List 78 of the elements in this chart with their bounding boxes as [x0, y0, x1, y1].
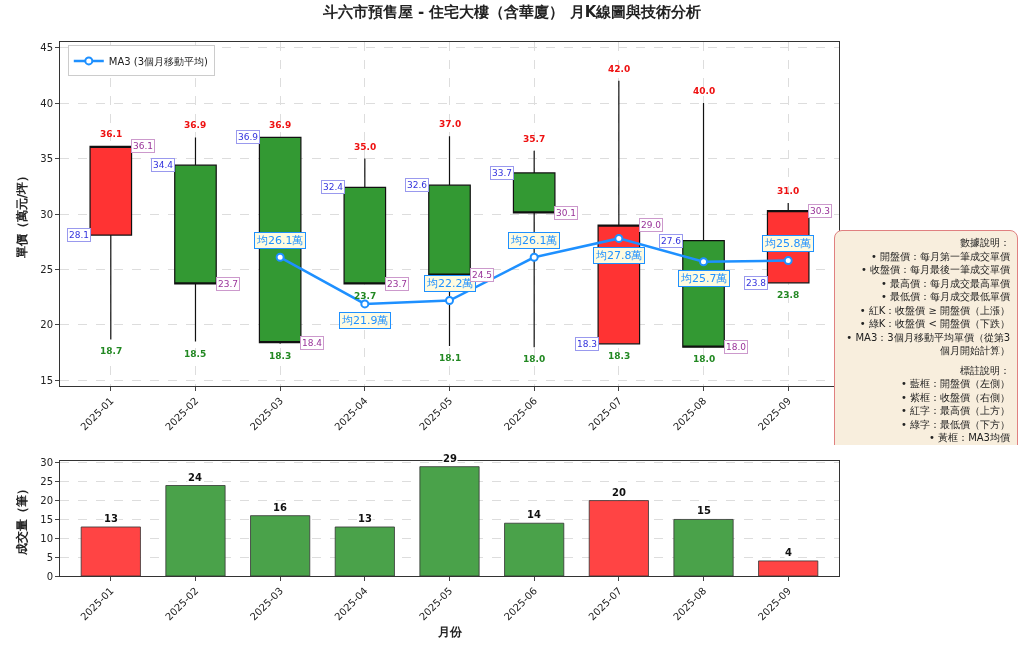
- annotation: 36.1: [133, 141, 154, 151]
- annotation: 18.0: [523, 354, 546, 364]
- point: [360, 299, 370, 309]
- annotation: 35.7: [523, 134, 546, 144]
- y-tick-label: 30: [40, 457, 53, 469]
- data-label: 均21.9萬: [341, 314, 389, 327]
- annotation: 37.0: [439, 119, 462, 129]
- data-label: 16: [273, 502, 287, 513]
- y-tick-label: 30: [40, 208, 53, 220]
- annotation: 36.9: [238, 132, 259, 142]
- annotation: 28.1: [69, 230, 90, 240]
- point: [699, 257, 709, 267]
- annotation: 18.7: [100, 346, 123, 356]
- annotation: 33.7: [492, 168, 513, 178]
- annotation: 18.0: [693, 354, 716, 364]
- data-label: 15: [697, 505, 711, 516]
- y-tick-label: 10: [40, 532, 53, 544]
- annotation: 23.8: [746, 278, 767, 288]
- y-tick-label: 15: [40, 374, 53, 386]
- point: [275, 252, 285, 262]
- y-tick-label: 25: [40, 476, 53, 488]
- annotation: 35.0: [354, 142, 377, 152]
- y-tick-label: 5: [46, 551, 53, 563]
- y-tick-label: 35: [40, 153, 53, 165]
- data-label: 13: [104, 513, 118, 524]
- annotation: 29.0: [641, 220, 662, 230]
- annotation: 32.6: [407, 180, 428, 190]
- annotation: 23.7: [218, 279, 239, 289]
- annotation: 18.3: [269, 351, 292, 361]
- data-label: 13: [358, 513, 372, 524]
- annotation: 18.3: [608, 351, 631, 361]
- y-tick-label: 0: [46, 570, 53, 582]
- data-label: 均26.1萬: [256, 234, 304, 247]
- x-axis-title: 月份: [436, 624, 463, 639]
- point: [529, 252, 539, 262]
- data-label: 均22.2萬: [426, 277, 474, 290]
- annotation: 23.8: [777, 290, 800, 300]
- data-label: 24: [188, 472, 202, 483]
- annotation: 36.9: [184, 120, 207, 130]
- data-label: 均25.7萬: [680, 272, 728, 285]
- data-label: 均26.1萬: [510, 234, 558, 247]
- point: [614, 233, 624, 243]
- y-axis-title: 單價（萬元/坪）: [15, 169, 29, 260]
- y-axis-title: 成交量（筆）: [15, 482, 29, 556]
- y-tick-label: 25: [40, 263, 53, 275]
- annotation: 30.1: [556, 208, 577, 218]
- annotation: 32.4: [323, 182, 344, 192]
- annotation: 24.5: [472, 270, 493, 280]
- annotation: 31.0: [777, 186, 800, 196]
- data-label: 均27.8萬: [595, 249, 643, 262]
- annotation: 18.5: [184, 349, 207, 359]
- legend-label: MA3 (3個月移動平均): [108, 55, 209, 67]
- y-tick-label: 45: [40, 42, 53, 54]
- data-label: 20: [612, 487, 626, 498]
- chart-title: 斗六市預售屋 - 住宅大樓（含華廈） 月K線圖與技術分析: [321, 3, 702, 22]
- point: [445, 296, 454, 306]
- annotation: 18.3: [577, 339, 598, 349]
- data-label: 14: [527, 509, 541, 520]
- annotation: 18.0: [726, 342, 747, 352]
- y-tick-label: 40: [40, 97, 53, 109]
- data-label: 4: [785, 547, 792, 558]
- annotation: 42.0: [608, 64, 631, 74]
- annotation: 18.4: [302, 338, 323, 348]
- y-tick-label: 15: [40, 513, 53, 525]
- annotation: 40.0: [693, 86, 716, 96]
- y-tick-label: 20: [40, 319, 53, 331]
- y-tick-label: 20: [40, 495, 53, 507]
- annotation: 27.6: [661, 236, 682, 246]
- annotation: 23.7: [354, 291, 377, 301]
- point: [783, 256, 793, 266]
- data-label: 均25.8萬: [764, 237, 812, 250]
- annotation: 36.9: [269, 120, 292, 130]
- annotation: 18.1: [439, 353, 462, 363]
- annotation: 36.1: [100, 129, 123, 139]
- annotation: 30.3: [810, 206, 831, 216]
- annotation: 34.4: [153, 160, 174, 170]
- annotation: 23.7: [387, 279, 408, 289]
- data-label: 29: [443, 453, 457, 464]
